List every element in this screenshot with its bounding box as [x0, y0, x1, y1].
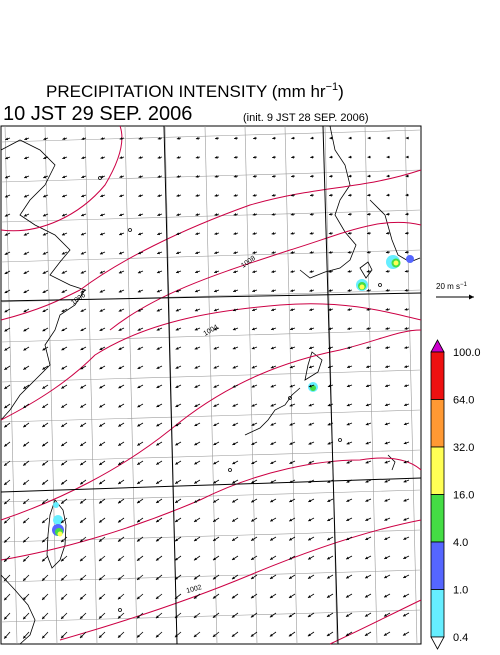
colorbar-band: [431, 495, 444, 543]
colorbar-band: [431, 542, 444, 590]
colorbar-band: [431, 352, 444, 400]
colorbar-tick-label: 16.0: [453, 490, 474, 502]
wind-reference-legend: 20 m s−1: [436, 282, 474, 300]
precip-cell: [394, 261, 399, 266]
colorbar-tick-label: 64.0: [453, 395, 474, 407]
precip-cell: [360, 285, 365, 290]
valid-time: 10 JST 29 SEP. 2006: [3, 103, 192, 125]
colorbar-band: [431, 400, 444, 448]
colorbar-band: [431, 590, 444, 638]
title-superscript: −1: [326, 81, 339, 93]
colorbar-top-arrow: [431, 340, 444, 352]
precip-cell: [53, 515, 63, 525]
colorbar-tick-label: 4.0: [453, 537, 468, 549]
colorbar-tick-label: 0.4: [453, 632, 468, 644]
wind-reference-label: 20 m s−1: [436, 282, 468, 291]
colorbar: 100.0 64.0 32.0 16.0 4.0 1.0 0.4: [431, 340, 481, 649]
precip-cell: [58, 532, 63, 537]
title-close: ): [338, 82, 344, 101]
colorbar-tick-label: 1.0: [453, 585, 468, 597]
colorbar-band: [431, 447, 444, 495]
wind-reference-arrowhead: [469, 295, 474, 300]
init-time: (init. 9 JST 28 SEP. 2006): [243, 112, 369, 124]
colorbar-tick-label: 100.0: [453, 347, 481, 359]
colorbar-tick-label: 32.0: [453, 442, 474, 454]
title-main: PRECIPITATION INTENSITY (mm hr: [46, 82, 326, 101]
title: PRECIPITATION INTENSITY (mm hr−1): [46, 81, 344, 101]
precip-cell: [406, 255, 414, 263]
precip-cell: [53, 502, 59, 508]
colorbar-bottom-arrow: [431, 637, 444, 649]
